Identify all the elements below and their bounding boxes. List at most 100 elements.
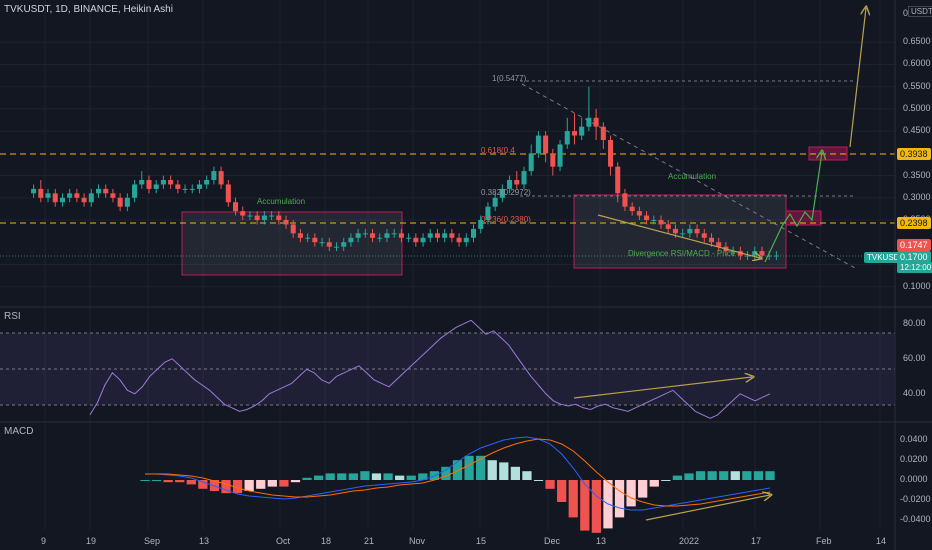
candle-body	[132, 184, 138, 198]
candle-body	[629, 206, 635, 212]
macd-hist-bar	[267, 480, 277, 487]
date-tick: 19	[86, 536, 97, 546]
candle-body	[139, 180, 145, 185]
candle-body	[427, 233, 433, 238]
price-tick: 0.6000	[903, 58, 931, 69]
accumulation-label-left: Accumulation	[257, 197, 306, 206]
macd-hist-bar	[499, 462, 509, 480]
candle-body	[326, 242, 332, 247]
macd-hist-bar	[406, 475, 416, 480]
fib-label-1: 1(0.5477)	[492, 74, 527, 83]
rsi-tick: 80.00	[903, 317, 926, 328]
macd-pane[interactable]	[140, 436, 775, 533]
macd-hist-bar	[487, 460, 497, 480]
candle-body	[247, 215, 253, 217]
divergence-label: Divergence RSI/MACD - Price	[628, 249, 736, 258]
price-tick: 0.1000	[903, 280, 931, 291]
projection-arrow-long	[849, 8, 866, 148]
candle-body	[470, 228, 477, 238]
macd-hist-bar	[175, 480, 185, 483]
candle-body	[384, 233, 390, 238]
candle-body	[38, 188, 44, 198]
accumulation-box-left	[181, 211, 403, 276]
candle-body	[110, 193, 116, 198]
divergence-arrow-rsi	[573, 377, 752, 399]
macd-hist-bar	[244, 480, 254, 491]
ticker-badge: TVKUSDT	[864, 252, 908, 263]
price-pane[interactable]	[0, 8, 895, 276]
candle-body	[189, 188, 195, 190]
candle-body	[348, 237, 354, 243]
macd-hist-bar	[279, 480, 289, 487]
candle-body	[124, 197, 130, 207]
macd-hist-bar	[256, 480, 266, 489]
macd-hist-bar	[522, 471, 532, 480]
candle-body	[218, 171, 224, 185]
candles	[31, 86, 779, 260]
date-tick: Nov	[409, 536, 426, 546]
candle-body	[117, 197, 123, 207]
candle-body	[680, 233, 686, 235]
macd-hist-bar	[753, 471, 764, 480]
macd-hist-bar	[649, 480, 659, 487]
candle-body	[492, 197, 498, 207]
macd-hist-bar	[383, 473, 393, 480]
macd-hist-bar	[325, 473, 335, 480]
macd-hist-bar	[765, 471, 775, 480]
rsi-tick: 40.00	[903, 387, 926, 398]
candle-body	[182, 188, 188, 190]
macd-hist-bar	[337, 473, 347, 480]
candle-body	[514, 180, 520, 185]
macd-hist-bar	[151, 480, 162, 481]
candle-body	[550, 153, 556, 167]
candle-body	[341, 242, 347, 247]
candle-body	[730, 251, 736, 253]
candle-body	[290, 224, 296, 234]
macd-hist-bar	[290, 480, 301, 483]
candle-body	[355, 233, 361, 238]
date-tick: 2022	[679, 536, 700, 546]
macd-tick: 0.0200	[900, 454, 928, 464]
macd-hist-bar	[464, 455, 474, 480]
date-tick: Dec	[544, 536, 561, 546]
accumulation-label-right: Accumulation	[668, 172, 717, 181]
candle-body	[276, 215, 282, 220]
macd-hist-bar	[186, 480, 196, 485]
fib-label-236: 0.236(0.2380)	[481, 215, 531, 224]
level-badge-low: 0.2398	[897, 217, 931, 229]
candle-body	[312, 237, 318, 243]
candle-body	[507, 180, 513, 189]
macd-hist-bar	[418, 473, 428, 480]
rsi-pane-title[interactable]: RSI	[4, 311, 21, 322]
macd-hist-bar	[313, 475, 324, 480]
candle-body	[773, 255, 779, 257]
macd-hist-bar	[568, 480, 578, 518]
candle-body	[535, 135, 541, 154]
candle-body	[434, 233, 440, 238]
macd-hist-bar	[476, 455, 486, 480]
macd-hist-bar	[441, 466, 451, 480]
candle-body	[564, 131, 570, 145]
candle-body	[391, 233, 397, 235]
candle-body	[701, 233, 707, 238]
signal-line	[145, 438, 771, 507]
rsi-pane[interactable]	[0, 319, 895, 419]
divergence-arrow-price	[597, 214, 760, 258]
date-tick: 15	[476, 536, 487, 546]
candle-body	[168, 180, 174, 185]
chart-title[interactable]: TVKUSDT, 1D, BINANCE, Heikin Ashi	[4, 4, 173, 15]
date-tick: Sep	[144, 536, 161, 546]
macd-histogram	[140, 455, 775, 533]
macd-pane-title[interactable]: MACD	[4, 426, 34, 437]
countdown-badge: 12:12:00	[897, 262, 932, 273]
macd-hist-bar	[557, 480, 567, 502]
candle-body	[600, 126, 606, 140]
candle-body	[225, 184, 231, 203]
candle-body	[45, 193, 51, 198]
candle-body	[658, 220, 664, 225]
macd-hist-bar	[452, 460, 463, 480]
macd-hist-bar	[348, 473, 358, 480]
candle-body	[665, 224, 671, 229]
grid-lines	[0, 0, 895, 530]
